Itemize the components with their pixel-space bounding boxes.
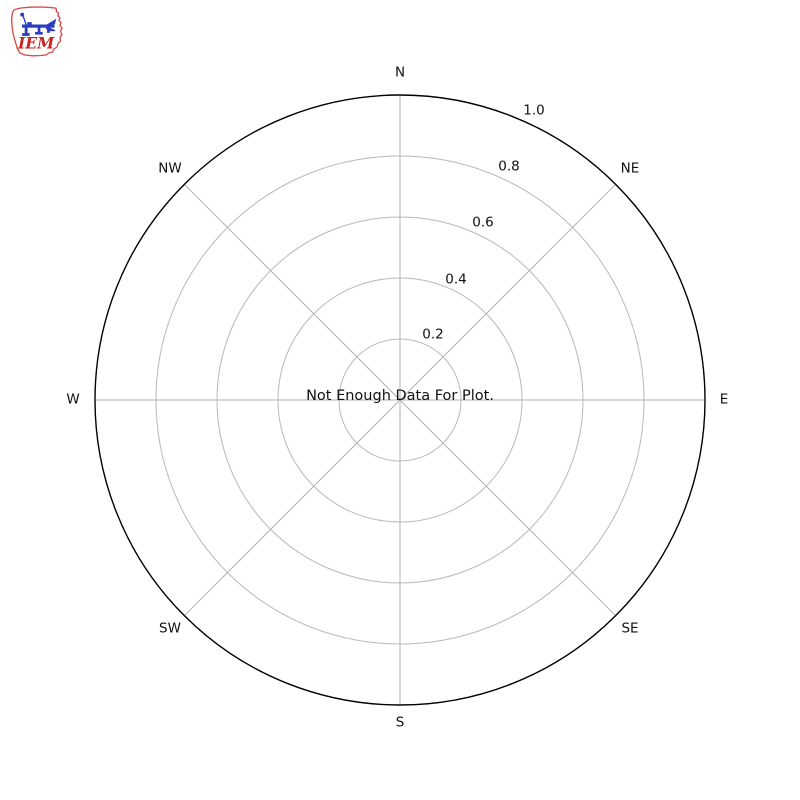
- weather-instrument-icon: [20, 12, 57, 36]
- direction-label-se: SE: [621, 620, 639, 637]
- direction-label-n: N: [394, 64, 406, 81]
- direction-label-nw: NW: [158, 160, 182, 177]
- direction-label-s: S: [395, 714, 405, 731]
- direction-label-sw: SW: [159, 620, 181, 637]
- iowa-outline-icon: [10, 6, 63, 57]
- gridline-0-4: [277, 277, 523, 523]
- radial-tick-0-4: 0.4: [445, 271, 467, 288]
- polar-gridlines: [155, 155, 645, 645]
- gridline-0-8: [155, 155, 645, 645]
- no-data-message: Not Enough Data For Plot.: [306, 387, 494, 404]
- direction-label-ne: NE: [620, 160, 640, 177]
- polar-spokes: [95, 95, 705, 705]
- radial-tick-0-6: 0.6: [472, 214, 494, 231]
- gridline-0-2: [338, 338, 462, 462]
- gridline-0-6: [216, 216, 584, 584]
- direction-label-w: W: [66, 391, 80, 408]
- direction-label-e: E: [719, 391, 729, 408]
- radial-tick-0-8: 0.8: [498, 158, 520, 175]
- spoke-ne-sw: [183, 183, 617, 617]
- iem-wordmark: IEM: [17, 34, 55, 53]
- radial-tick-1-0: 1.0: [523, 102, 545, 119]
- iem-logo-svg: IEM: [10, 6, 63, 57]
- radial-tick-0-2: 0.2: [422, 326, 444, 343]
- outer-ring: [94, 94, 706, 706]
- iem-logo: IEM: [8, 4, 70, 60]
